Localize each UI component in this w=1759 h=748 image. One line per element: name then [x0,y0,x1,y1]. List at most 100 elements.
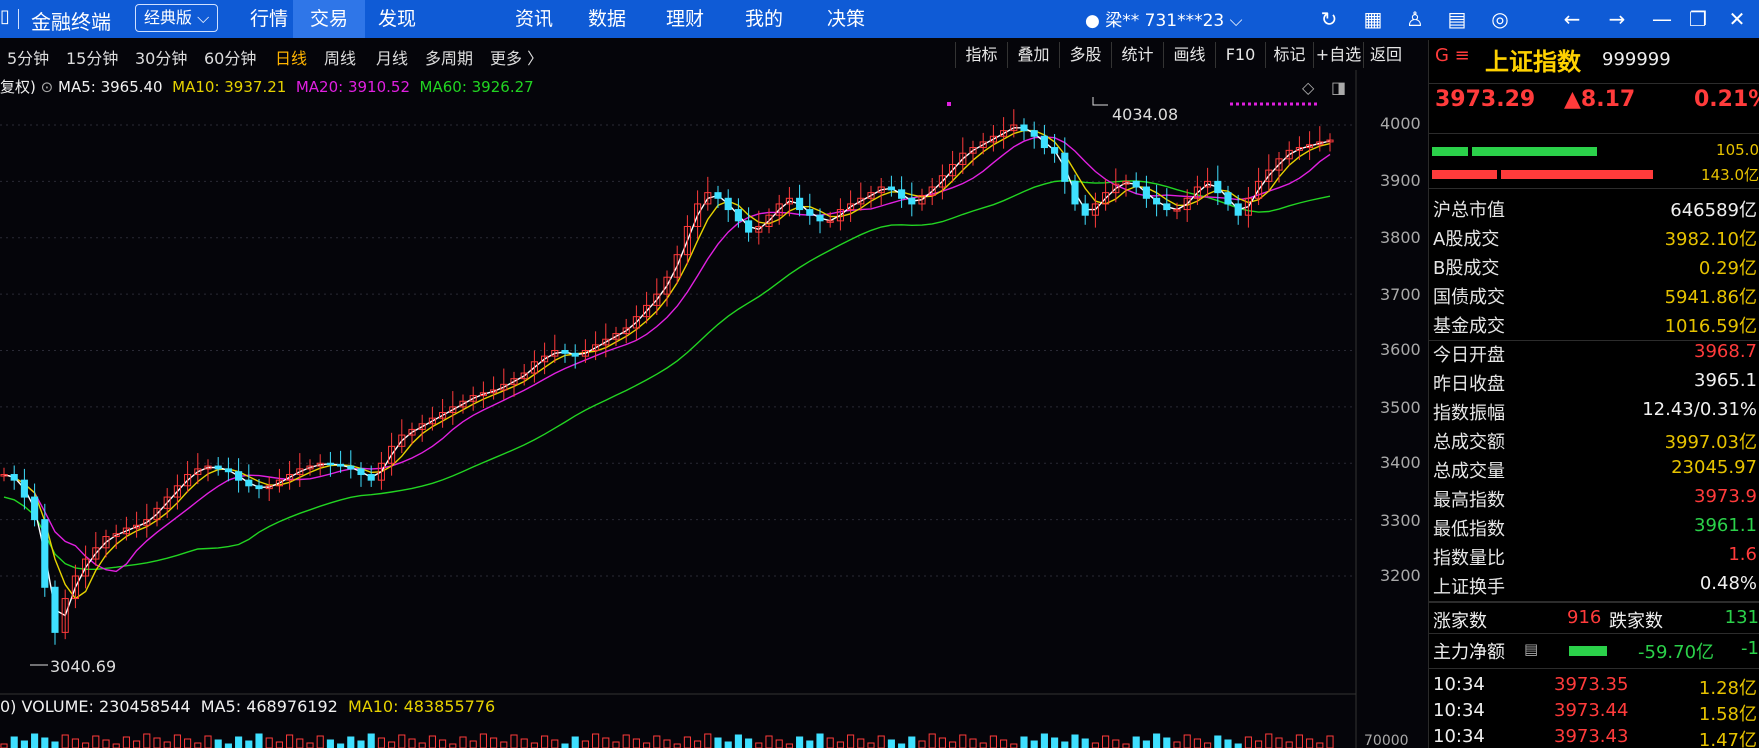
chevron-down-icon: ⌵ [197,8,210,27]
candle [959,152,967,165]
tool-f10[interactable]: F10 [1215,42,1265,68]
adjust-label: 复权) [0,78,36,96]
tool-multi-stock[interactable]: 多股 [1059,42,1111,68]
candle [796,197,804,211]
volume-bar [1244,736,1252,748]
high-pointer [1092,97,1108,106]
candle [500,383,508,391]
volume-bar [500,741,508,748]
tool-stats[interactable]: 统计 [1111,42,1163,68]
volume-bar [755,742,763,748]
price-tick-3800: 3800 [1380,228,1421,247]
candle [265,485,273,490]
candle [877,186,885,194]
forward-arrow-icon[interactable]: → [1608,7,1626,31]
candle [1071,180,1079,205]
period-multi[interactable]: 多周期 [425,49,474,68]
back-arrow-icon[interactable]: ← [1563,7,1581,31]
edition-dropdown[interactable]: 经典版 ⌵ [135,4,219,32]
candle [122,527,130,535]
candle [20,479,28,498]
volume-bar [286,734,294,748]
skin-icon[interactable]: ♙ [1406,7,1424,31]
minimize-icon[interactable]: — [1652,7,1672,31]
toggle-icon[interactable]: ⊙ [40,78,54,96]
period-bar: 5分钟 15分钟 30分钟 60分钟 日线 周线 月线 多周期 更多 〉 [0,40,1428,70]
volume-bar [1153,733,1161,748]
candle [1061,152,1069,182]
period-60min[interactable]: 60分钟 [204,49,257,68]
diamond-icon[interactable]: ◇ [1302,78,1315,97]
period-30min[interactable]: 30分钟 [135,49,188,68]
period-monthly[interactable]: 月线 [376,49,409,68]
volume-bar [214,739,222,748]
vol-ma10-value: MA10: 483855776 [347,697,496,716]
tick-time: 10:34 [1433,726,1485,747]
sell-bar-1 [1432,170,1497,179]
tick-price: 3973.44 [1554,700,1629,721]
volume-bar [1000,739,1008,748]
volume-bar [1112,739,1120,748]
stat-value: 0.48% [1699,573,1757,594]
period-weekly[interactable]: 周线 [324,49,357,68]
buy-bar-2 [1472,147,1597,156]
period-daily[interactable]: 日线 [275,49,308,68]
period-15min[interactable]: 15分钟 [66,49,119,68]
volume-bar [1163,737,1171,748]
candle [367,474,375,481]
index-change-pct: 0.21% [1694,87,1759,112]
candle [724,197,732,211]
notes-icon[interactable]: ▤ [1447,7,1467,31]
candle [918,194,926,205]
nav-hangqing[interactable]: 行情 [249,8,288,30]
candle [449,406,457,414]
volume-bar [82,742,90,748]
volume-bar [1051,737,1059,748]
volume-bar [857,738,865,748]
user-account-menu[interactable]: ● 梁** 731***23 ⌵ [1085,6,1243,31]
volume-bar [61,734,69,748]
list-icon[interactable]: ▤ [1524,640,1539,658]
nav-juece[interactable]: 决策 [826,8,865,30]
tool-back[interactable]: 返回 [1363,42,1408,68]
layout-icon[interactable]: ▦ [1363,7,1383,31]
nav-zixun[interactable]: 资讯 [514,8,553,30]
nav-faxian[interactable]: 发现 [377,8,416,30]
tool-draw-line[interactable]: 画线 [1163,42,1215,68]
volume-bar [826,737,834,748]
maximize-icon[interactable]: ❐ [1689,7,1707,31]
candle [714,192,722,199]
close-icon[interactable]: ✕ [1728,7,1746,31]
tick-price: 3973.43 [1554,726,1629,747]
buy-amount: 105.0 [1716,141,1759,159]
candles [0,97,1334,666]
panel-toggle-icon[interactable]: ◨ [1331,78,1347,97]
candle [326,462,334,466]
ma20-line [3,136,1331,573]
volume-bar [71,738,79,748]
refresh-icon[interactable]: ↻ [1320,7,1338,31]
candlestick-chart[interactable] [0,70,1428,748]
volume-bar [918,740,926,748]
period-more[interactable]: 更多 〉 [490,49,544,68]
volume-bar [612,741,620,748]
volume-bar [398,734,406,748]
candle [1204,180,1212,188]
settings-icon[interactable]: ◎ [1491,7,1509,31]
candle [357,468,365,476]
candle [1265,169,1273,182]
tool-add-watchlist[interactable]: +自选 [1313,42,1363,68]
nav-licai[interactable]: 理财 [665,8,704,30]
period-5min[interactable]: 5分钟 [7,49,50,68]
candle [979,141,987,149]
nav-shuju[interactable]: 数据 [587,8,626,30]
nav-jiaoyi[interactable]: 交易 [293,0,365,38]
tool-indicator[interactable]: 指标 [955,42,1007,68]
tool-mark[interactable]: 标记 [1265,42,1313,68]
index-price: 3973.29 [1435,87,1536,112]
ma60-path [3,179,1331,570]
candle [408,428,416,436]
volume-bar [224,743,232,748]
nav-wode[interactable]: 我的 [744,8,783,30]
tool-overlay[interactable]: 叠加 [1007,42,1059,68]
